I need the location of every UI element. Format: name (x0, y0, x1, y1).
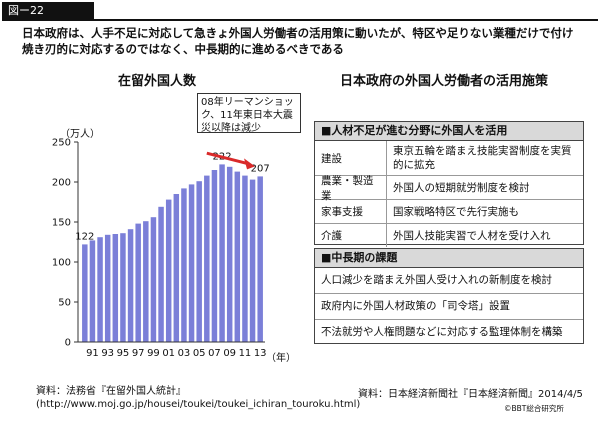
left-chart-title: 在留外国人数 (118, 74, 197, 89)
source-left-line1: 資料：法務省『在留外国人統計』 (36, 386, 186, 397)
figure-label: 図ー22 (2, 2, 94, 19)
bar (143, 221, 149, 342)
source-left: 資料：法務省『在留外国人統計』 (http://www.moj.go.jp/ho… (36, 385, 360, 411)
top-rule (2, 19, 598, 21)
bar (249, 179, 256, 342)
policy-row-label: 農業・製造業 (315, 175, 387, 202)
source-left-line2: (http://www.moj.go.jp/housei/toukei/touk… (36, 399, 361, 410)
bar (196, 181, 202, 342)
bar (150, 217, 157, 342)
y-tick-label: 250 (52, 138, 71, 149)
policy-row-label: 家事支援 (315, 200, 387, 223)
policy-row-text: 外国人技能実習で人材を受け入れ (393, 229, 551, 242)
y-tick-label: 100 (52, 258, 71, 269)
bar (82, 244, 88, 342)
decline-arrow-shaft (206, 151, 248, 165)
bar (97, 237, 103, 342)
bar (112, 234, 119, 342)
policy-row-text: 国家戦略特区で先行実施も (393, 205, 519, 218)
bar (204, 175, 210, 342)
policy-section-header: ■人材不足が進む分野に外国人を活用 (315, 122, 583, 141)
y-tick-label: 50 (58, 298, 71, 309)
bar (173, 194, 180, 342)
bar (226, 166, 233, 342)
x-tick-label: 09 (223, 348, 236, 359)
x-tick-label: 93 (101, 348, 114, 359)
bar (165, 199, 172, 342)
data-label: 207 (251, 163, 270, 174)
x-tick-label: 11 (239, 348, 252, 359)
policy-panel: ■人材不足が進む分野に外国人を活用 建設 東京五輪を踏まえ技能実習制度を実質的に… (314, 121, 584, 247)
source-right: 資料：日本経済新聞社『日本経済新聞』2014/4/5 (358, 389, 583, 400)
y-tick-label: 150 (52, 218, 71, 229)
y-tick-label: 200 (52, 178, 71, 189)
y-axis-unit: （万人） (60, 129, 100, 140)
policy-row: 介護 外国人技能実習で人材を受け入れ (315, 224, 583, 247)
x-tick-label: 91 (86, 348, 99, 359)
policy-row-label: 建設 (315, 141, 387, 175)
policy-row-text: 外国人の短期就労制度を検討 (393, 181, 530, 194)
bar (219, 164, 225, 342)
issue-row: 不法就労や人権問題などに対応する監理体制を構築 (321, 326, 563, 338)
bar (242, 175, 248, 342)
bar (188, 184, 195, 342)
data-label: 122 (75, 231, 94, 242)
bar (120, 233, 126, 342)
bar (135, 223, 141, 342)
bar (127, 229, 134, 342)
policy-row: 家事支援 国家戦略特区で先行実施も (315, 200, 583, 224)
issues-panel: ■中長期の課題 人口減少を踏まえ外国人受け入れの新制度を検討 政府内に外国人材政… (314, 248, 584, 344)
decline-arrow-head (244, 158, 256, 170)
issues-section-header: ■中長期の課題 (315, 249, 583, 268)
copyright: ©BBT総合研究所 (504, 404, 564, 413)
x-tick-label: 05 (193, 348, 206, 359)
x-tick-label: 13 (254, 348, 267, 359)
policy-row: 農業・製造業 外国人の短期就労制度を検討 (315, 175, 583, 202)
y-tick-label: 0 (65, 338, 71, 349)
x-tick-label: 95 (117, 348, 130, 359)
bar (104, 234, 111, 342)
x-tick-label: 97 (132, 348, 145, 359)
x-axis-unit: （年） (266, 353, 296, 364)
policy-row-text: 東京五輪を踏まえ技能実習制度を実質的に拡充 (393, 145, 572, 171)
x-tick-label: 99 (147, 348, 160, 359)
policy-row-label: 介護 (315, 224, 387, 247)
chart-callout: 08年リーマンショック、11年東日本大震災以降は減少 (197, 93, 301, 134)
issue-row: 政府内に外国人材政策の「司令塔」設置 (315, 294, 583, 320)
x-tick-label: 03 (178, 348, 191, 359)
right-table-title: 日本政府の外国人労働者の活用施策 (340, 74, 549, 89)
intro-text: 日本政府は、人手不足に対応して急きょ外国人労働者の活用策に動いたが、特区や足りな… (22, 26, 574, 56)
bar (234, 171, 241, 342)
bar (257, 176, 263, 342)
bar (211, 170, 218, 342)
x-tick-label: 01 (162, 348, 175, 359)
bar (89, 240, 96, 342)
bar (158, 206, 164, 342)
issue-row: 人口減少を踏まえ外国人受け入れの新制度を検討 (315, 268, 583, 294)
policy-row: 建設 東京五輪を踏まえ技能実習制度を実質的に拡充 (315, 141, 583, 176)
x-tick-label: 07 (208, 348, 221, 359)
bar (181, 188, 187, 342)
